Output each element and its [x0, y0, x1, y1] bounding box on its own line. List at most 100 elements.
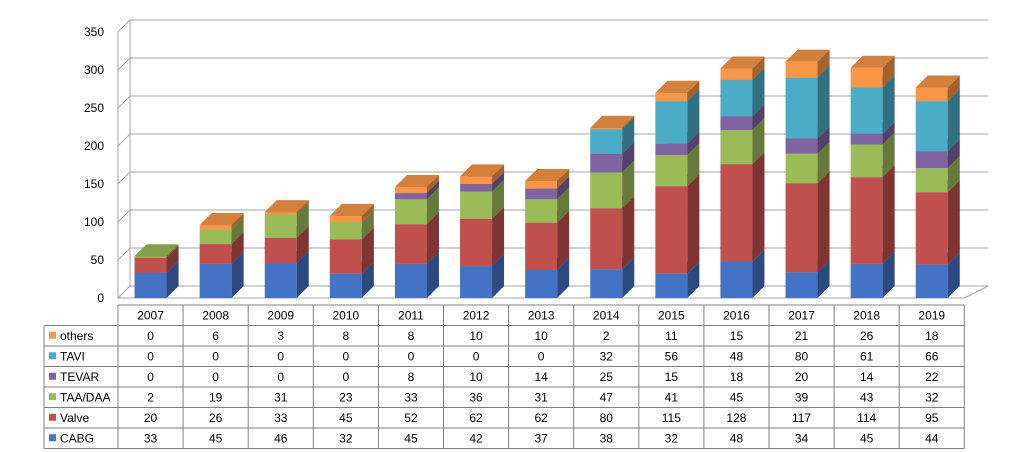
data-label: 0 [343, 370, 350, 384]
bar-front [394, 224, 427, 264]
data-label: 0 [408, 349, 415, 363]
bar-front [460, 266, 493, 298]
x-tick-label: 2014 [593, 308, 620, 322]
bar-top [394, 175, 439, 188]
bar-side [296, 251, 309, 298]
bar-front [394, 193, 427, 200]
bar-segment [329, 203, 374, 222]
data-label: 19 [209, 390, 223, 404]
bar-front [655, 186, 688, 274]
bar-front [329, 273, 362, 298]
data-label: 43 [860, 390, 874, 404]
bar-front [329, 222, 362, 240]
x-tick-label: 2008 [202, 308, 229, 322]
bar-side [622, 141, 635, 173]
y-tick-label: 100 [84, 215, 104, 229]
bar-front [915, 101, 948, 152]
bar-side [817, 126, 830, 154]
data-label: 0 [212, 370, 219, 384]
bar-front [850, 87, 883, 134]
data-label: 42 [469, 431, 483, 445]
data-label: 21 [795, 329, 809, 343]
data-label: 45 [339, 411, 353, 425]
bar-top [915, 75, 960, 88]
bar-side [947, 156, 960, 193]
bar-front [590, 153, 623, 173]
data-label: 32 [339, 431, 353, 445]
bar-side [296, 202, 309, 238]
bar-front [394, 199, 427, 225]
bar-front [590, 269, 623, 298]
bar-side [361, 210, 374, 240]
bar-front [655, 155, 688, 187]
bar-side [166, 260, 179, 298]
bar-segment [785, 49, 830, 78]
data-label: 80 [795, 349, 809, 363]
data-label: 2 [603, 329, 610, 343]
bar-front [394, 187, 427, 194]
bar-top [590, 115, 635, 128]
bar-side [882, 251, 895, 298]
bar-front [655, 273, 688, 298]
bar-side [361, 227, 374, 274]
data-label: 10 [534, 329, 548, 343]
data-label: 61 [860, 349, 874, 363]
bar-front [915, 168, 948, 193]
bar-front [720, 116, 753, 131]
bar-top [785, 49, 830, 62]
bar-front [590, 129, 623, 154]
bar-front [655, 92, 688, 102]
bar-front [720, 261, 753, 298]
data-label: 0 [277, 370, 284, 384]
bar-front [785, 272, 818, 298]
bar-side [492, 254, 505, 298]
bar-front [720, 130, 753, 165]
data-label: 128 [726, 411, 746, 425]
bar-front [199, 225, 232, 230]
bar-segment [460, 164, 505, 184]
data-label: 8 [408, 370, 415, 384]
data-label: 32 [600, 349, 614, 363]
bar-side [947, 252, 960, 298]
bar-front [460, 176, 493, 184]
data-label: 44 [925, 431, 939, 445]
bar-side [687, 143, 700, 187]
x-tick-label: 2011 [398, 308, 424, 322]
bar-side [426, 187, 439, 225]
bar-side [557, 187, 570, 223]
x-tick-label: 2012 [463, 308, 490, 322]
bar-side [882, 121, 895, 145]
bar-segment [199, 213, 244, 230]
data-label: 15 [665, 370, 679, 384]
bar-side [361, 203, 374, 222]
gridline-depth [117, 19, 131, 33]
bar-segment [850, 165, 895, 264]
bar-front [590, 127, 623, 130]
x-tick-label: 2016 [723, 308, 750, 322]
bar-top [134, 244, 179, 257]
data-label: 33 [144, 431, 158, 445]
data-label: 37 [534, 431, 548, 445]
bar-side [882, 165, 895, 264]
data-label: 18 [730, 370, 744, 384]
data-label: 48 [730, 431, 744, 445]
bar-side [557, 257, 570, 298]
bar-front [264, 263, 297, 298]
bar-segment [525, 168, 570, 189]
bar-side [166, 244, 179, 258]
bar-front [525, 199, 558, 223]
bar-side [817, 141, 830, 184]
data-label: 46 [274, 431, 288, 445]
bar-side [752, 118, 765, 165]
bar-side [947, 180, 960, 265]
data-label: 47 [600, 390, 614, 404]
data-label: 20 [144, 411, 158, 425]
data-label: 115 [662, 411, 681, 425]
x-tick-label: 2007 [137, 308, 164, 322]
data-label: 52 [404, 411, 418, 425]
bar-side [947, 75, 960, 102]
bar-side [622, 115, 635, 130]
bar-front [134, 256, 167, 258]
bar-front [525, 188, 558, 200]
